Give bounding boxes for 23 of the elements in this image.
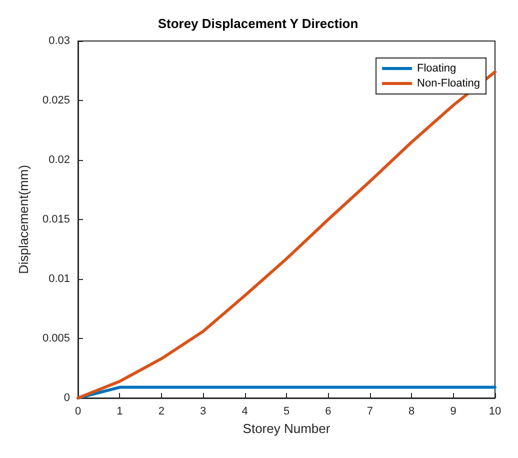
x-tick-label: 2 — [158, 406, 164, 418]
x-axis-title: Storey Number — [242, 421, 331, 436]
x-tick-label: 5 — [283, 406, 290, 418]
y-tick-label: 0.025 — [42, 94, 70, 106]
y-tick-label: 0.015 — [42, 214, 70, 226]
x-tick-label: 7 — [366, 406, 373, 418]
legend-label: Non-Floating — [417, 78, 480, 90]
y-axis-title: Displacement(mm) — [16, 164, 31, 274]
chart-title: Storey Displacement Y Direction — [158, 16, 358, 31]
x-tick-label: 6 — [325, 406, 332, 418]
y-tick-label: 0.01 — [48, 273, 70, 285]
x-tick-label: 8 — [408, 406, 415, 418]
x-tick-label: 9 — [450, 406, 456, 418]
x-tick-label: 3 — [200, 406, 206, 418]
legend-label: Floating — [417, 62, 456, 74]
y-tick-label: 0.02 — [48, 154, 70, 166]
x-tick-label: 10 — [488, 406, 502, 418]
y-tick-label: 0 — [64, 392, 70, 404]
x-tick-label: 1 — [116, 406, 123, 418]
y-tick-label: 0.03 — [48, 35, 70, 47]
x-tick-label: 4 — [242, 406, 248, 418]
x-tick-label: 0 — [74, 406, 82, 418]
y-tick-label: 0.005 — [42, 332, 70, 344]
